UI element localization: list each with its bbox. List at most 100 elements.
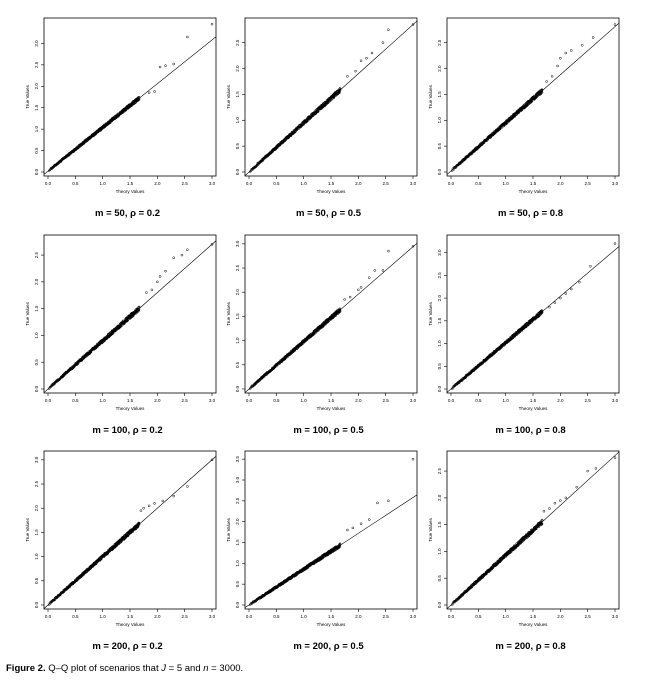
x-axis-label: Theory Values [116, 406, 145, 411]
x-tick-label: 2.0 [557, 181, 564, 186]
y-tick-label: 0.5 [34, 147, 39, 154]
y-tick-label: 2.0 [34, 83, 39, 90]
qq-point [137, 97, 141, 101]
qq-tail-point [161, 499, 165, 503]
x-axis-label: Theory Values [317, 189, 346, 194]
y-tick-label: 2.0 [235, 289, 240, 296]
x-tick-label: 1.5 [127, 181, 134, 186]
x-tick-label: 0.5 [273, 181, 280, 186]
qq-point [338, 88, 342, 92]
x-tick-label: 1.5 [328, 181, 335, 186]
x-tick-label: 0.0 [246, 614, 253, 619]
y-tick-label: 3.0 [437, 249, 442, 256]
y-axis-label: True Values [428, 84, 433, 109]
y-tick-label: 2.5 [235, 39, 240, 46]
x-tick-label: 1.5 [530, 181, 537, 186]
qq-point [47, 603, 51, 606]
qq-tail-point [556, 64, 559, 68]
qq-point [338, 308, 342, 312]
qq-point [517, 111, 521, 114]
qq-tail-point [172, 494, 175, 498]
qq-tail-point [376, 501, 379, 505]
x-tick-label: 1.0 [503, 398, 510, 403]
x-axis-label: Theory Values [317, 622, 346, 627]
qq-plot-m200-rho05: 0.0 0.5 1.0 1.5 2.0 2.5 3.00.00.51.01.52.02.53… [226, 450, 418, 627]
qq-tail-point [153, 502, 156, 505]
qq-point [137, 305, 141, 309]
qq-point [286, 355, 290, 358]
y-tick-label: 2.5 [235, 497, 240, 504]
x-tick-label: 2.0 [154, 181, 161, 186]
y-tick-label: 0.0 [34, 168, 39, 175]
panel-title: m = 50, ρ = 0.5 [295, 208, 362, 219]
x-tick-label: 1.0 [301, 614, 308, 619]
qq-point [53, 598, 56, 602]
qq-tail-point [156, 280, 159, 284]
x-tick-label: 2.5 [585, 614, 592, 619]
qq-tail-point [559, 56, 562, 60]
x-tick-label: 2.5 [585, 398, 592, 403]
qq-panel-m50-rho08: 0.0 0.5 1.0 1.5 2.0 2.5 3.0 0.0 0.5 1.0 1.5 2.0 2.5 T… [423, 14, 638, 234]
panel-title: m = 100, ρ = 0.2 [92, 425, 163, 436]
x-tick-label: 0.0 [246, 181, 253, 186]
x-axis-label: Theory Values [519, 406, 548, 411]
y-tick-label: 1.0 [437, 548, 442, 555]
y-tick-label: 1.5 [437, 521, 442, 528]
y-tick-label: 2.5 [34, 61, 39, 68]
x-tick-label: 2.0 [154, 614, 161, 619]
qq-tail-point [142, 506, 145, 510]
x-tick-label: 3.0 [209, 614, 216, 619]
qq-point [540, 88, 544, 92]
qq-panel-m200-rho08: 0.0 0.5 1.0 1.5 2.0 2.5 3.0 0.0 0.5 1.0 1.5 2.0 2.5 T… [423, 447, 638, 667]
y-tick-label: 0.0 [437, 601, 442, 608]
y-tick-label: 2.0 [34, 505, 39, 512]
y-tick-label: 1.0 [34, 126, 39, 133]
x-tick-label: 0.5 [475, 614, 482, 619]
qq-panel-m200-rho05: 0.0 0.5 1.0 1.5 2.0 2.5 3.0 0.0 0.5 1.0 1.5 2.0 2.5 3… [221, 447, 436, 667]
qq-panel-m200-rho02: 0.0 0.5 1.0 1.5 2.0 2.5 3.0 0.0 0.5 1.0 1.5 2.0 2.5 3… [20, 447, 235, 667]
qq-tail-point [613, 23, 617, 26]
y-axis-label: True Values [226, 301, 231, 326]
qq-tail-point [578, 280, 581, 284]
qq-point [338, 91, 341, 94]
qq-tail-point [564, 292, 568, 295]
y-tick-label: 0.5 [235, 143, 240, 150]
qq-point [338, 310, 341, 314]
x-axis-label: Theory Values [317, 406, 346, 411]
x-tick-label: 0.0 [448, 398, 455, 403]
x-tick-label: 3.0 [612, 398, 619, 403]
y-tick-label: 2.0 [437, 494, 442, 501]
y-tick-label: 0.5 [437, 143, 442, 150]
x-tick-label: 1.0 [503, 614, 510, 619]
y-tick-label: 0.0 [235, 601, 240, 608]
qq-panel-m50-rho05: 0.0 0.5 1.0 1.5 2.0 2.5 3.0 0.0 0.5 1.0 1.5 2.0 2.5 T… [221, 14, 436, 234]
x-tick-label: 2.0 [355, 398, 362, 403]
x-tick-label: 0.5 [273, 398, 280, 403]
y-tick-label: 2.5 [235, 264, 240, 271]
y-tick-label: 2.5 [437, 272, 442, 279]
qq-point [494, 131, 497, 135]
x-tick-label: 3.0 [209, 181, 216, 186]
qq-tail-point [570, 49, 573, 52]
x-tick-label: 0.5 [72, 398, 79, 403]
qq-point [338, 543, 342, 546]
x-tick-label: 3.0 [209, 398, 216, 403]
qq-tail-point [158, 65, 162, 69]
qq-tail-point [411, 457, 415, 461]
qq-tail-point [564, 51, 568, 55]
x-axis-label: Theory Values [519, 622, 548, 627]
y-tick-label: 0.5 [235, 361, 240, 368]
y-tick-label: 1.5 [437, 317, 442, 324]
qq-tail-point [373, 269, 376, 272]
qq-point [540, 310, 544, 313]
x-tick-label: 0.0 [45, 614, 52, 619]
qq-point [137, 97, 140, 101]
y-tick-label: 2.0 [235, 518, 240, 525]
qq-tail-point [365, 56, 368, 60]
x-tick-label: 0.5 [72, 181, 79, 186]
qq-tail-point [158, 275, 162, 278]
y-tick-label: 3.0 [34, 40, 39, 47]
y-tick-label: 1.5 [34, 104, 39, 111]
qq-tail-point [357, 288, 360, 292]
y-tick-label: 1.5 [437, 91, 442, 98]
